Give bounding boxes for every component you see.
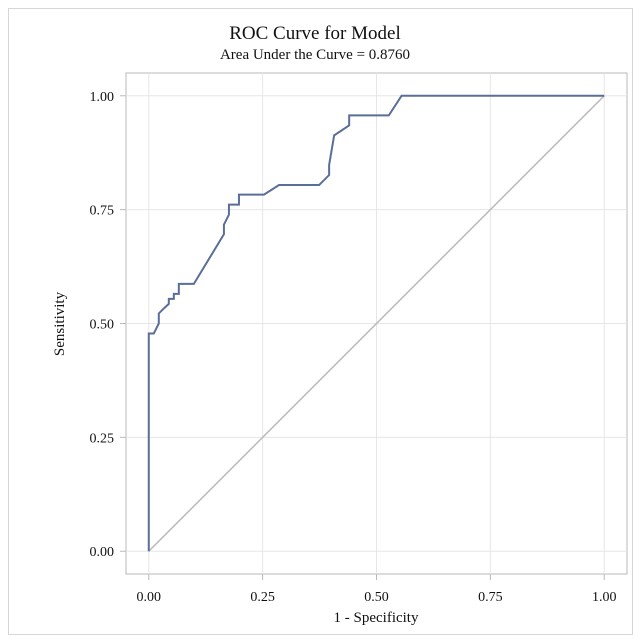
x-tick-label: 0.25: [250, 590, 275, 605]
x-tick-label: 0.50: [364, 590, 389, 605]
y-tick-label: 0.75: [90, 204, 115, 219]
y-tick-label: 0.50: [90, 318, 115, 333]
y-axis-label: Sensitivity: [52, 291, 68, 356]
x-tick-label: 0.00: [137, 590, 162, 605]
series-layer: [147, 94, 605, 552]
x-tick-label: 0.75: [478, 590, 503, 605]
chart-subtitle: Area Under the Curve = 0.8760: [220, 47, 410, 63]
axis-ticks: 0.00 0.25 0.50 0.75 1.00 0.00 0.25 0.50 0.75 1.00: [90, 90, 617, 605]
roc-curve-line: [147, 94, 605, 552]
reference-diagonal-line: [148, 95, 605, 552]
x-tick-label: 1.00: [592, 590, 617, 605]
y-tick-label: 0.00: [90, 545, 115, 560]
roc-chart: ROC Curve for Model Area Under the Curve…: [52, 23, 628, 626]
y-tick-label: 0.25: [90, 431, 115, 446]
y-tick-label: 1.00: [90, 90, 115, 105]
chart-title: ROC Curve for Model: [229, 23, 401, 44]
x-axis-label: 1 - Specificity: [334, 610, 419, 626]
roc-figure: ROC Curve for Model Area Under the Curve…: [8, 8, 633, 635]
